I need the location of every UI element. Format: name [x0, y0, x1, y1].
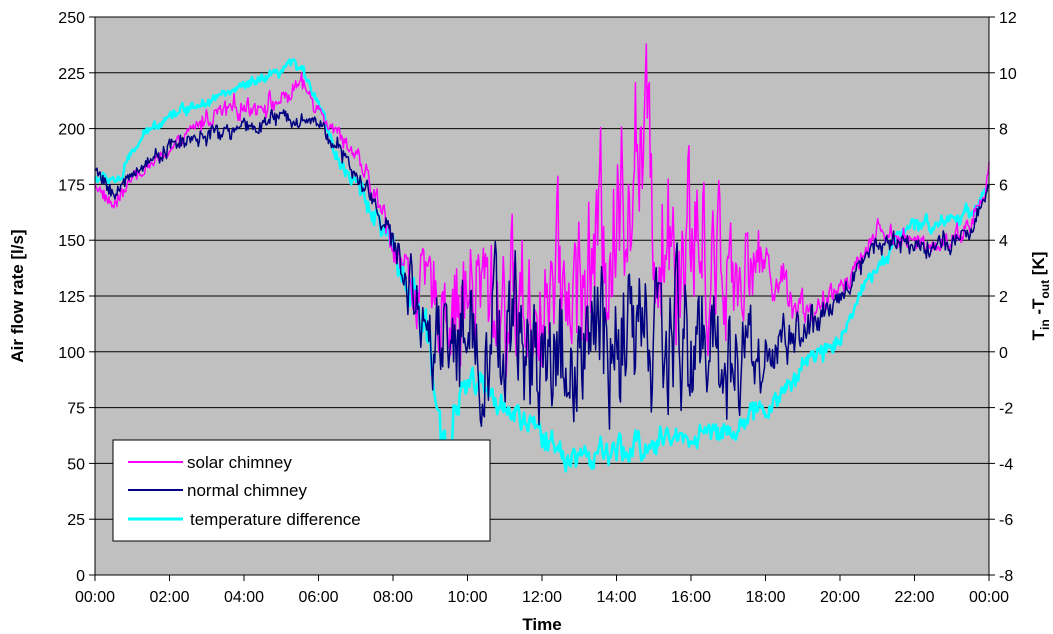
y-tick-label: 0	[76, 568, 85, 585]
y2-title-unit: [K]	[1029, 252, 1048, 280]
x-tick-label: 04:00	[224, 589, 264, 606]
x-tick-label: 10:00	[447, 589, 487, 606]
y2-title-sub1: in	[1038, 319, 1052, 330]
y2-tick-label: 0	[999, 345, 1008, 362]
y2-title-mid: -T	[1029, 298, 1048, 319]
x-tick-label: 00:00	[75, 589, 115, 606]
y-tick-label: 250	[58, 10, 85, 27]
x-tick-label: 14:00	[596, 589, 636, 606]
y-tick-label: 50	[67, 456, 85, 473]
y2-tick-label: 6	[999, 177, 1008, 194]
x-tick-label: 20:00	[820, 589, 860, 606]
y2-title-base: T	[1029, 329, 1048, 340]
y-tick-label: 175	[58, 177, 85, 194]
y-tick-label: 75	[67, 401, 85, 418]
y-tick-label: 125	[58, 289, 85, 306]
legend-label-normal-chimney: normal chimney	[187, 481, 307, 500]
y2-tick-label: 8	[999, 122, 1008, 139]
axes: 0 25 50 75 100 125 150 175 200 225 250 -8 -6 -4 -2 0 2 4 6…	[58, 10, 1017, 606]
x-tick-label: 18:00	[745, 589, 785, 606]
y2-tick-label: 10	[999, 66, 1017, 83]
y2-tick-label: 4	[999, 233, 1008, 250]
y2-axis-title: Tin -Tout [K]	[1029, 252, 1052, 341]
x-tick-label: 02:00	[149, 589, 189, 606]
y2-title-sub2: out	[1038, 280, 1052, 299]
y-tick-label: 225	[58, 66, 85, 83]
y2-tick-label: -8	[999, 568, 1013, 585]
x-axis-title: Time	[522, 615, 561, 634]
series-layer	[93, 43, 991, 473]
y-tick-label: 25	[67, 512, 85, 529]
x-tick-label: 08:00	[373, 589, 413, 606]
x-tick-label: 22:00	[894, 589, 934, 606]
series-line-normal-chimney	[94, 108, 990, 430]
y2-tick-label: -2	[999, 401, 1013, 418]
y-tick-label: 100	[58, 345, 85, 362]
y2-tick-label: -6	[999, 512, 1013, 529]
y2-tick-label: -4	[999, 456, 1013, 473]
y-tick-label: 150	[58, 233, 85, 250]
y-tick-label: 200	[58, 122, 85, 139]
x-tick-label: 12:00	[522, 589, 562, 606]
x-tick-label: 16:00	[671, 589, 711, 606]
legend-label-temperature-difference: temperature difference	[190, 510, 361, 529]
x-tick-label: 06:00	[298, 589, 338, 606]
series-line-solar-chimney	[94, 43, 990, 378]
series-line-temperature-difference	[93, 58, 991, 473]
y-axis-title: Air flow rate [l/s]	[8, 229, 27, 362]
x-tick-label: 00:00	[969, 589, 1009, 606]
y2-tick-label: 12	[999, 10, 1017, 27]
legend: solar chimney normal chimney temperature…	[112, 439, 491, 542]
legend-label-solar-chimney: solar chimney	[187, 453, 292, 472]
y2-tick-label: 2	[999, 289, 1008, 306]
